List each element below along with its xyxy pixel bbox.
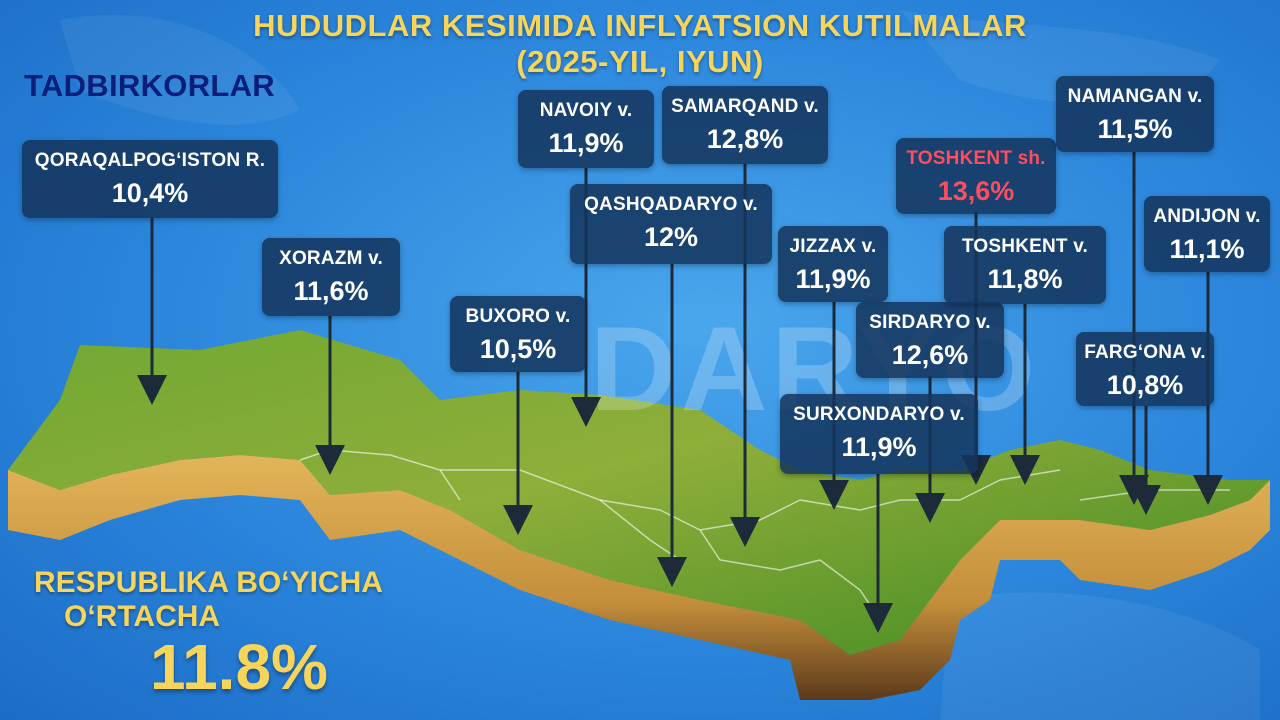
- region-value: 11,9%: [795, 264, 871, 294]
- region-name: NAVOIY v.: [539, 100, 633, 121]
- average-value: 11.8%: [150, 631, 328, 703]
- page-subtitle: (2025-YIL, IYUN): [516, 44, 764, 79]
- region-name: QORAQALPOG‘ISTON R.: [34, 150, 266, 171]
- region-label-surxondaryo: SURXONDARYO v. 11,9%: [780, 394, 978, 474]
- region-name: SURXONDARYO v.: [793, 404, 965, 425]
- category-label: TADBIRKORLAR: [24, 68, 275, 103]
- region-label-toshkent-v: TOSHKENT v. 11,8%: [944, 226, 1106, 304]
- land-side: [8, 455, 1270, 700]
- region-value: 10,8%: [1106, 370, 1184, 400]
- region-name: SIRDARYO v.: [869, 312, 991, 333]
- average-label-line1: RESPUBLIKA BO‘YICHA: [34, 566, 383, 599]
- average-label-line2: O‘RTACHA: [64, 600, 221, 633]
- region-name: SAMARQAND v.: [671, 96, 819, 117]
- region-value: 12,8%: [706, 124, 784, 154]
- region-value: 12%: [643, 222, 699, 252]
- region-value: 11,6%: [293, 276, 369, 306]
- region-label-qashqadaryo: QASHQADARYO v. 12%: [570, 184, 772, 264]
- region-name: BUXORO v.: [465, 306, 571, 327]
- region-value: 12,6%: [891, 340, 969, 370]
- region-name: XORAZM v.: [279, 248, 383, 269]
- region-name: FARG‘ONA v.: [1084, 342, 1206, 363]
- region-value: 11,8%: [987, 264, 1063, 294]
- region-label-fargona: FARG‘ONA v. 10,8%: [1076, 332, 1214, 406]
- region-label-qoraqalpogiston: QORAQALPOG‘ISTON R. 10,4%: [22, 140, 278, 218]
- region-label-toshkent-sh: TOSHKENT sh. 13,6%: [896, 138, 1056, 214]
- region-name: QASHQADARYO v.: [584, 194, 758, 215]
- region-label-xorazm: XORAZM v. 11,6%: [262, 238, 400, 316]
- region-value: 11,9%: [841, 432, 917, 462]
- region-value: 11,5%: [1097, 114, 1173, 144]
- region-value: 10,5%: [479, 334, 557, 364]
- region-value: 11,9%: [548, 128, 624, 158]
- land-top: [8, 330, 1270, 655]
- page-title: HUDUDLAR KESIMIDA INFLYATSION KUTILMALAR: [253, 8, 1027, 43]
- region-value: 13,6%: [937, 176, 1015, 206]
- region-label-navoiy: NAVOIY v. 11,9%: [518, 90, 654, 168]
- region-value: 11,1%: [1169, 234, 1245, 264]
- region-label-andijon: ANDIJON v. 11,1%: [1144, 196, 1270, 272]
- region-name: ANDIJON v.: [1153, 206, 1261, 227]
- region-label-namangan: NAMANGAN v. 11,5%: [1056, 76, 1214, 152]
- region-label-jizzax: JIZZAX v. 11,9%: [778, 226, 888, 302]
- region-name: TOSHKENT sh.: [906, 148, 1046, 169]
- region-name: JIZZAX v.: [789, 236, 877, 257]
- region-name: NAMANGAN v.: [1067, 86, 1203, 107]
- region-label-buxoro: BUXORO v. 10,5%: [450, 296, 586, 372]
- region-label-sirdaryo: SIRDARYO v. 12,6%: [856, 302, 1004, 378]
- region-label-samarqand: SAMARQAND v. 12,8%: [662, 86, 828, 164]
- region-name: TOSHKENT v.: [961, 236, 1089, 257]
- region-value: 10,4%: [111, 178, 189, 208]
